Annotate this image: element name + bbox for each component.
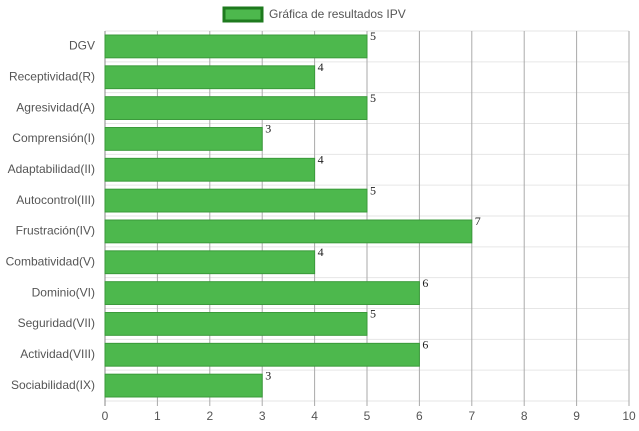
- bar: [104, 96, 368, 120]
- legend-label: Gráfica de resultados IPV: [269, 7, 406, 21]
- x-tick-label: 1: [154, 409, 161, 423]
- x-tick-label: 8: [521, 409, 528, 423]
- bar: [104, 342, 420, 367]
- value-label: 3: [265, 368, 271, 382]
- bar: [104, 157, 316, 182]
- x-tick-label: 6: [416, 409, 423, 423]
- y-tick-label: Seguridad(VII): [18, 316, 95, 330]
- value-label: 5: [370, 307, 376, 321]
- y-tick-label: Combatividad(V): [6, 254, 95, 268]
- legend-swatch: [222, 6, 264, 23]
- value-label: 4: [318, 60, 324, 74]
- value-label: 3: [265, 122, 271, 136]
- y-tick-label: Autocontrol(III): [16, 193, 95, 207]
- value-label: 5: [370, 91, 376, 105]
- x-tick-label: 9: [573, 409, 580, 423]
- x-tick-label: 5: [364, 409, 371, 423]
- value-label: 4: [318, 153, 324, 167]
- y-tick-label: Actividad(VIII): [20, 347, 95, 361]
- x-tick-label: 2: [206, 409, 213, 423]
- y-tick-label: Frustración(IV): [16, 224, 95, 238]
- bar: [104, 188, 368, 213]
- bar: [104, 127, 263, 151]
- x-tick-label: 7: [468, 409, 475, 423]
- y-tick-label: DGV: [69, 39, 95, 53]
- bar: [104, 250, 316, 275]
- y-tick-label: Receptividad(R): [9, 69, 95, 83]
- bar: [104, 65, 316, 90]
- value-label: 6: [422, 276, 428, 290]
- x-tick-label: 3: [259, 409, 266, 423]
- value-label: 7: [475, 214, 481, 228]
- bar: [104, 34, 368, 59]
- value-label: 4: [318, 245, 324, 259]
- y-tick-label: Comprensión(I): [12, 131, 95, 145]
- x-tick-label: 0: [102, 409, 109, 423]
- y-tick-label: Sociabilidad(IX): [11, 378, 95, 392]
- bar: [104, 373, 263, 398]
- y-tick-label: Agresividad(A): [16, 100, 95, 114]
- bar: [104, 312, 368, 336]
- value-label: 6: [422, 338, 428, 352]
- bar: [104, 219, 473, 244]
- value-label: 5: [370, 183, 376, 197]
- x-tick-label: 10: [622, 409, 636, 423]
- value-label: 5: [370, 29, 376, 43]
- x-tick-label: 4: [311, 409, 318, 423]
- y-tick-label: Adaptabilidad(II): [8, 162, 95, 176]
- y-tick-label: Dominio(VI): [32, 285, 95, 299]
- bar: [104, 281, 420, 305]
